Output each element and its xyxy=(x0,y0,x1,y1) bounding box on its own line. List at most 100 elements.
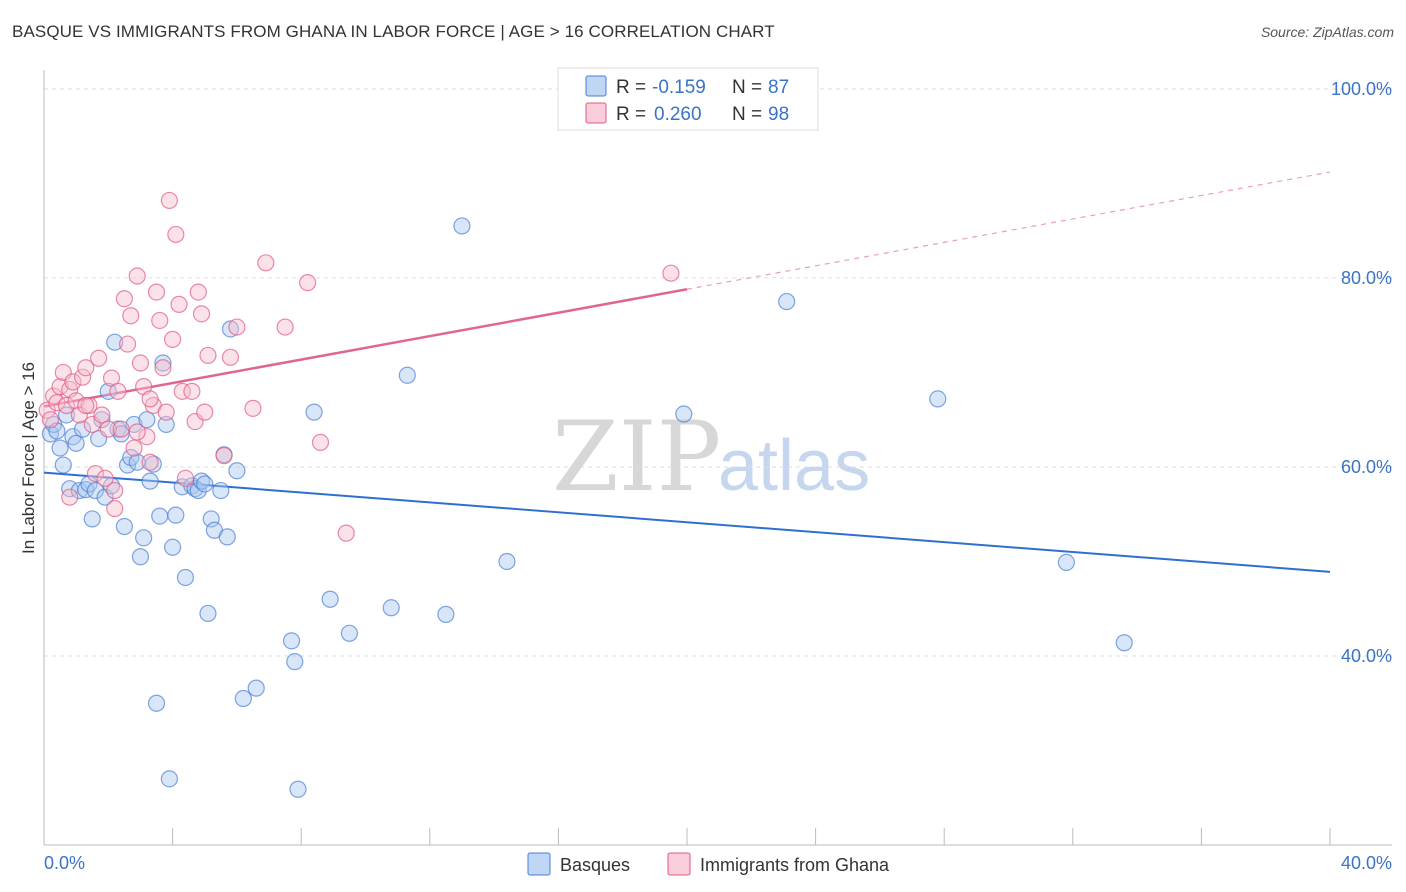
point-basques xyxy=(54,456,72,474)
point-ghana xyxy=(167,225,185,244)
series-legend-swatch-ghana xyxy=(667,852,691,876)
y-tick-label: 40.0% xyxy=(1341,646,1392,666)
point-ghana xyxy=(86,464,105,483)
point-basques xyxy=(282,632,301,650)
point-basques xyxy=(93,411,111,429)
point-basques xyxy=(51,439,69,457)
stats-legend: R = -0.159 N = 87 R = 0.260 N = 98 xyxy=(557,67,819,131)
point-ghana xyxy=(157,403,175,421)
point-basques xyxy=(157,415,175,434)
point-ghana xyxy=(170,295,188,313)
point-ghana xyxy=(118,335,137,353)
point-ghana xyxy=(141,453,159,471)
point-basques xyxy=(199,604,217,623)
y-tick-label: 60.0% xyxy=(1341,457,1392,477)
legend-n-value-basques: 87 xyxy=(768,77,789,98)
watermark-atlas: atlas xyxy=(718,426,870,506)
point-ghana xyxy=(90,349,108,367)
point-basques xyxy=(675,405,693,423)
point-basques xyxy=(115,517,133,536)
point-ghana xyxy=(141,390,159,408)
point-basques xyxy=(289,780,307,798)
point-ghana xyxy=(337,524,355,542)
watermark-zip: ZIP xyxy=(552,401,721,513)
point-basques xyxy=(80,475,98,493)
point-ghana xyxy=(77,359,95,377)
point-ghana xyxy=(299,274,317,292)
point-ghana xyxy=(154,359,172,377)
series-legend: Basques Immigrants from Ghana xyxy=(527,852,890,876)
legend-r-label: R = xyxy=(616,77,646,98)
point-basques xyxy=(929,390,947,408)
point-ghana xyxy=(199,346,217,365)
point-ghana xyxy=(228,318,246,336)
scatter-points xyxy=(38,191,1133,798)
point-ghana xyxy=(112,420,130,438)
point-ghana xyxy=(662,264,680,282)
point-ghana xyxy=(93,406,111,424)
axes xyxy=(43,70,1392,846)
point-basques xyxy=(86,481,105,500)
source-label: Source: ZipAtlas.com xyxy=(1260,24,1394,40)
point-basques xyxy=(106,333,124,351)
point-ghana xyxy=(221,348,240,366)
point-basques xyxy=(135,529,153,547)
point-basques xyxy=(218,528,236,546)
point-ghana xyxy=(196,403,214,421)
point-ghana xyxy=(77,396,95,415)
point-ghana xyxy=(311,433,330,451)
y-tick-label: 80.0% xyxy=(1341,268,1392,288)
point-basques xyxy=(1057,553,1075,572)
point-ghana xyxy=(109,382,127,400)
point-ghana xyxy=(48,394,66,412)
point-ghana xyxy=(115,290,133,308)
point-ghana xyxy=(41,411,60,429)
point-ghana xyxy=(128,423,146,441)
legend-r-value-basques: -0.159 xyxy=(652,77,706,98)
point-ghana xyxy=(147,283,166,301)
point-basques xyxy=(151,507,169,525)
point-basques xyxy=(498,552,516,571)
point-basques xyxy=(57,406,76,424)
point-basques xyxy=(234,689,252,708)
point-ghana xyxy=(131,354,150,372)
series-legend-label-ghana: Immigrants from Ghana xyxy=(700,855,890,875)
gridlines xyxy=(44,88,1392,657)
point-ghana xyxy=(138,428,156,446)
point-basques xyxy=(160,770,178,788)
point-ghana xyxy=(164,330,182,348)
point-ghana xyxy=(183,382,201,400)
series-legend-label-basques: Basques xyxy=(560,855,630,875)
legend-n-label: N = xyxy=(732,77,762,98)
chart-title: BASQUE VS IMMIGRANTS FROM GHANA IN LABOR… xyxy=(12,22,775,41)
point-basques xyxy=(221,320,240,338)
point-basques xyxy=(196,475,214,493)
point-basques xyxy=(189,481,207,500)
point-ghana xyxy=(106,499,124,518)
point-basques xyxy=(212,481,230,500)
point-basques xyxy=(382,599,400,617)
point-ghana xyxy=(257,254,275,272)
legend-n-label: N = xyxy=(732,104,762,125)
point-basques xyxy=(154,354,172,372)
point-basques xyxy=(164,538,182,556)
point-ghana xyxy=(128,267,146,285)
point-basques xyxy=(147,694,166,712)
point-basques xyxy=(138,411,156,429)
point-basques xyxy=(453,217,471,235)
point-ghana xyxy=(189,283,207,301)
x-tick-label: 0.0% xyxy=(44,853,85,873)
point-ghana xyxy=(51,378,69,396)
point-ghana xyxy=(67,392,85,410)
point-ghana xyxy=(176,469,195,487)
x-tick-label: 40.0% xyxy=(1341,853,1392,873)
point-ghana xyxy=(73,368,92,386)
point-basques xyxy=(247,679,265,697)
point-ghana xyxy=(244,399,262,417)
point-ghana xyxy=(106,481,124,500)
point-basques xyxy=(73,420,92,438)
point-basques xyxy=(321,590,339,608)
legend-swatch-basques xyxy=(585,75,607,97)
point-ghana xyxy=(125,439,143,457)
